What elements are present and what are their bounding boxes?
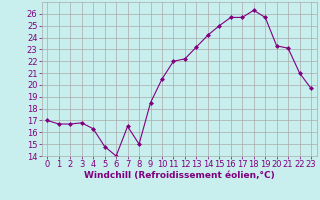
X-axis label: Windchill (Refroidissement éolien,°C): Windchill (Refroidissement éolien,°C) bbox=[84, 171, 275, 180]
